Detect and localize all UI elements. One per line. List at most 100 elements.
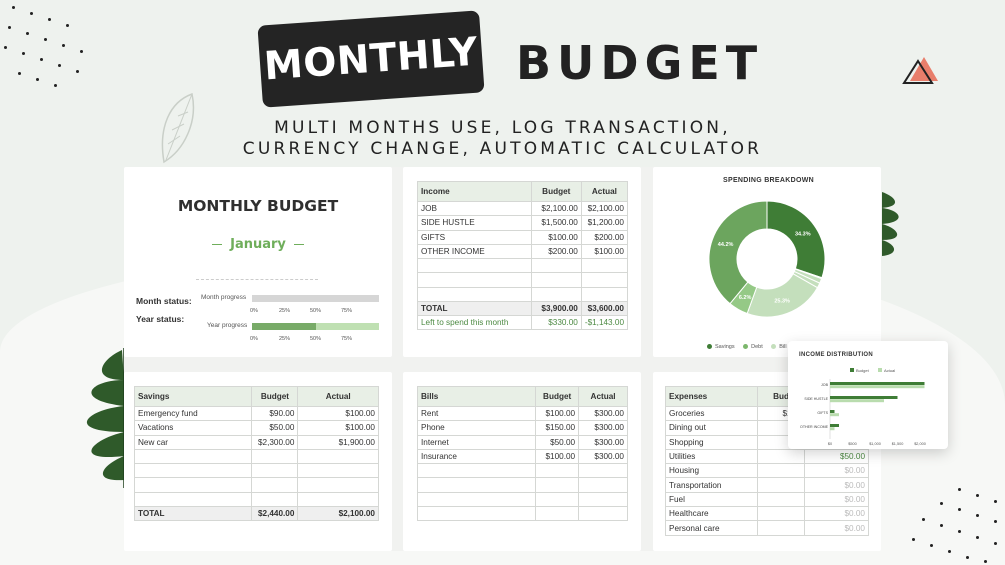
table-cell[interactable] [580, 258, 629, 274]
table-row[interactable] [417, 286, 629, 303]
table-cell[interactable] [530, 272, 582, 288]
table-cell[interactable]: GIFTS [417, 229, 532, 245]
table-row[interactable]: SIDE HUSTLE $1,500.00 $1,200.00 [417, 215, 629, 231]
table-cell[interactable]: Phone [416, 420, 537, 436]
table-cell[interactable]: $0.00 [803, 520, 870, 536]
table-cell[interactable]: Rent [416, 405, 537, 422]
table-row[interactable] [416, 477, 628, 493]
table-cell[interactable]: $300.00 [578, 420, 628, 436]
table-cell[interactable]: $300.00 [578, 405, 628, 422]
table-cell[interactable] [757, 520, 805, 536]
table-cell[interactable] [757, 491, 805, 508]
table-row[interactable]: Vacations $50.00 $100.00 [133, 420, 379, 436]
table-cell[interactable] [578, 506, 628, 522]
table-cell[interactable]: $0.00 [803, 477, 870, 493]
table-row[interactable]: Utilities $50.00 [664, 448, 870, 465]
table-cell[interactable]: $150.00 [535, 420, 580, 436]
table-cell[interactable] [133, 448, 253, 465]
table-cell[interactable] [757, 506, 805, 522]
table-cell[interactable]: New car [133, 434, 253, 450]
table-cell[interactable]: OTHER INCOME [417, 243, 532, 260]
table-row[interactable] [416, 491, 628, 508]
table-cell[interactable]: Housing [664, 463, 759, 479]
table-cell[interactable]: $1,500.00 [530, 215, 582, 231]
table-cell[interactable] [416, 491, 537, 508]
table-cell[interactable] [757, 477, 805, 493]
table-cell[interactable]: $100.00 [580, 243, 629, 260]
table-cell[interactable]: $2,100.00 [580, 200, 629, 217]
table-cell[interactable]: $100.00 [535, 405, 580, 422]
table-row[interactable] [417, 272, 629, 288]
table-cell[interactable] [297, 491, 379, 508]
table-cell[interactable]: JOB [417, 200, 532, 217]
table-cell[interactable]: $2,300.00 [251, 434, 299, 450]
table-cell[interactable] [535, 506, 580, 522]
table-cell[interactable]: $100.00 [535, 448, 580, 465]
table-row[interactable]: New car $2,300.00 $1,900.00 [133, 434, 379, 450]
table-cell[interactable]: Personal care [664, 520, 759, 536]
table-cell[interactable]: $200.00 [530, 243, 582, 260]
table-cell[interactable]: $0.00 [803, 463, 870, 479]
table-row[interactable] [133, 463, 379, 479]
table-row[interactable]: Transportation $0.00 [664, 477, 870, 493]
table-row[interactable]: Insurance $100.00 $300.00 [416, 448, 628, 465]
table-cell[interactable]: Emergency fund [133, 405, 253, 422]
table-cell[interactable]: Dining out [664, 420, 759, 436]
table-row[interactable] [417, 258, 629, 274]
table-row[interactable]: OTHER INCOME $200.00 $100.00 [417, 243, 629, 260]
table-cell[interactable]: $90.00 [251, 405, 299, 422]
table-cell[interactable] [757, 463, 805, 479]
table-cell[interactable]: $1,900.00 [297, 434, 379, 450]
table-cell[interactable]: $50.00 [251, 420, 299, 436]
table-cell[interactable] [530, 258, 582, 274]
table-cell[interactable]: $0.00 [803, 491, 870, 508]
table-cell[interactable] [133, 491, 253, 508]
table-row[interactable] [416, 506, 628, 522]
table-cell[interactable] [297, 448, 379, 465]
table-cell[interactable] [417, 272, 532, 288]
table-cell[interactable]: Vacations [133, 420, 253, 436]
table-cell[interactable] [251, 448, 299, 465]
table-cell[interactable]: Groceries [664, 405, 759, 422]
table-cell[interactable] [251, 491, 299, 508]
table-cell[interactable]: $300.00 [578, 434, 628, 450]
table-row[interactable]: Internet $50.00 $300.00 [416, 434, 628, 450]
table-cell[interactable] [578, 477, 628, 493]
table-cell[interactable]: Healthcare [664, 506, 759, 522]
table-cell[interactable]: $50.00 [535, 434, 580, 450]
table-cell[interactable]: $0.00 [803, 506, 870, 522]
table-cell[interactable]: Fuel [664, 491, 759, 508]
table-cell[interactable]: Utilities [664, 448, 759, 465]
table-cell[interactable]: $300.00 [578, 448, 628, 465]
table-cell[interactable] [297, 463, 379, 479]
table-cell[interactable] [416, 506, 537, 522]
table-row[interactable]: Emergency fund $90.00 $100.00 [133, 405, 379, 422]
table-cell[interactable]: SIDE HUSTLE [417, 215, 532, 231]
table-cell[interactable] [535, 491, 580, 508]
table-cell[interactable]: $100.00 [297, 405, 379, 422]
table-cell[interactable] [133, 463, 253, 479]
table-row[interactable] [133, 477, 379, 493]
table-cell[interactable]: $200.00 [580, 229, 629, 245]
table-row[interactable] [133, 448, 379, 465]
table-cell[interactable] [530, 286, 582, 303]
table-cell[interactable] [578, 463, 628, 479]
table-row[interactable]: Rent $100.00 $300.00 [416, 405, 628, 422]
table-row[interactable] [416, 463, 628, 479]
table-cell[interactable]: Transportation [664, 477, 759, 493]
table-row[interactable]: Healthcare $0.00 [664, 506, 870, 522]
table-cell[interactable] [251, 477, 299, 493]
table-cell[interactable] [580, 272, 629, 288]
table-row[interactable]: Personal care $0.00 [664, 520, 870, 536]
table-cell[interactable]: $50.00 [803, 448, 870, 465]
table-cell[interactable] [535, 463, 580, 479]
table-cell[interactable] [416, 477, 537, 493]
table-cell[interactable]: $100.00 [297, 420, 379, 436]
table-cell[interactable] [251, 463, 299, 479]
table-cell[interactable] [578, 491, 628, 508]
table-row[interactable]: GIFTS $100.00 $200.00 [417, 229, 629, 245]
table-row[interactable]: Phone $150.00 $300.00 [416, 420, 628, 436]
table-cell[interactable]: Internet [416, 434, 537, 450]
table-cell[interactable] [133, 477, 253, 493]
table-cell[interactable]: $2,100.00 [530, 200, 582, 217]
